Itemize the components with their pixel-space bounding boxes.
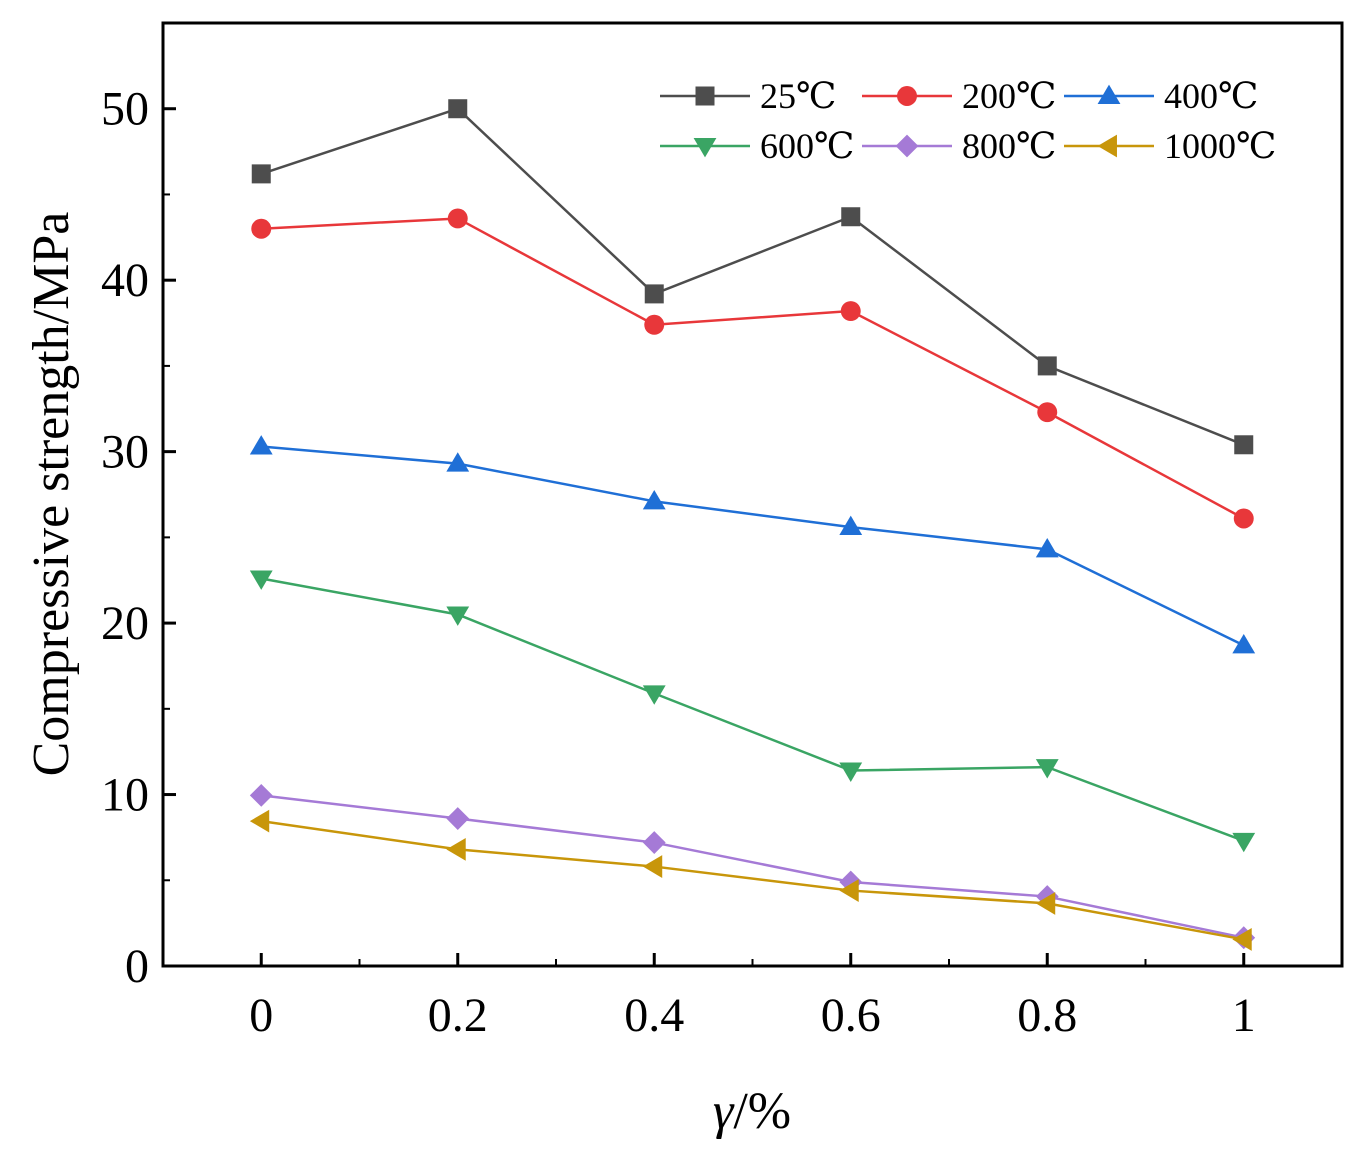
- data-point: [1234, 435, 1254, 455]
- legend-label: 800℃: [962, 126, 1056, 166]
- legend-item: 1000℃: [1064, 126, 1276, 166]
- legend-label: 25℃: [760, 76, 836, 116]
- x-axis-title: γ/%: [713, 1083, 791, 1140]
- legend-label: 200℃: [962, 76, 1056, 116]
- legend-marker: [693, 138, 717, 158]
- data-point: [447, 208, 468, 229]
- y-tick-label: 20: [101, 597, 149, 650]
- data-point: [251, 218, 272, 239]
- y-tick-label: 0: [125, 940, 149, 993]
- series-layer: [249, 99, 1256, 951]
- legend-item: 800℃: [862, 126, 1056, 166]
- data-point: [446, 606, 470, 626]
- y-axis-title: Compressive strength/MPa: [23, 212, 80, 777]
- data-point: [840, 301, 861, 322]
- data-point: [642, 685, 666, 705]
- y-axis: 0 10 20 30 40 50: [101, 83, 176, 993]
- x-tick-label: 0.8: [1017, 989, 1077, 1042]
- y-tick-label: 50: [101, 83, 149, 136]
- data-point: [1035, 892, 1056, 915]
- x-tick-label: 0.2: [428, 989, 488, 1042]
- legend-marker: [1097, 134, 1117, 158]
- series-0: [251, 99, 1254, 455]
- data-point: [1037, 356, 1057, 376]
- legend-label: 600℃: [760, 126, 854, 166]
- series-line: [261, 794, 1245, 939]
- data-point: [446, 838, 466, 861]
- series-3: [249, 570, 1256, 853]
- data-point: [839, 515, 863, 536]
- data-point: [642, 489, 666, 510]
- data-point: [839, 762, 863, 782]
- x-tick-label: 0.6: [821, 989, 881, 1042]
- y-tick-label: 30: [101, 426, 149, 479]
- data-point: [1232, 633, 1256, 654]
- legend-marker: [1097, 84, 1121, 104]
- legend-marker: [695, 86, 715, 106]
- legend-marker: [895, 134, 919, 158]
- data-point: [839, 879, 859, 902]
- series-2: [249, 435, 1256, 654]
- legend-item: 400℃: [1064, 76, 1258, 116]
- series-line: [261, 819, 1244, 941]
- data-point: [1232, 928, 1252, 951]
- x-axis: 0 0.2 0.4 0.6 0.8 1: [162, 953, 1343, 1042]
- data-point: [1035, 759, 1059, 779]
- data-point: [841, 207, 861, 227]
- data-point: [249, 570, 273, 590]
- legend-item: 200℃: [862, 76, 1056, 116]
- data-point: [644, 284, 664, 304]
- data-point: [1232, 832, 1256, 853]
- data-point: [446, 452, 470, 472]
- series-line: [261, 577, 1245, 843]
- series-line: [261, 445, 1245, 647]
- data-point: [1037, 402, 1058, 423]
- legend-label: 400℃: [1164, 76, 1258, 116]
- data-point: [249, 435, 273, 455]
- data-point: [249, 809, 270, 833]
- series-5: [249, 809, 1252, 951]
- data-point: [642, 855, 663, 878]
- legend: 25℃ 200℃ 400℃ 600℃ 800℃ 1000℃: [660, 76, 1276, 166]
- data-point: [448, 99, 468, 119]
- x-axis-title-symbol: γ: [713, 1083, 735, 1140]
- data-point: [644, 314, 665, 335]
- x-tick-label: 0.4: [624, 989, 684, 1042]
- legend-item: 25℃: [660, 76, 836, 116]
- y-tick-label: 40: [101, 254, 149, 307]
- series-line: [260, 107, 1245, 446]
- series-line: [261, 217, 1245, 520]
- y-tick-label: 10: [101, 769, 149, 822]
- legend-label: 1000℃: [1164, 126, 1276, 166]
- data-point: [446, 807, 470, 830]
- data-point: [1233, 508, 1254, 529]
- legend-marker: [897, 86, 917, 106]
- data-point: [642, 831, 666, 854]
- data-point: [249, 784, 273, 807]
- x-axis-title-unit: /%: [733, 1083, 791, 1140]
- legend-item: 600℃: [660, 126, 854, 166]
- x-tick-label: 1: [1232, 989, 1256, 1042]
- series-4: [249, 784, 1256, 950]
- data-point: [251, 164, 271, 184]
- series-1: [251, 208, 1254, 529]
- data-point: [1035, 537, 1059, 558]
- x-tick-label: 0: [249, 989, 273, 1042]
